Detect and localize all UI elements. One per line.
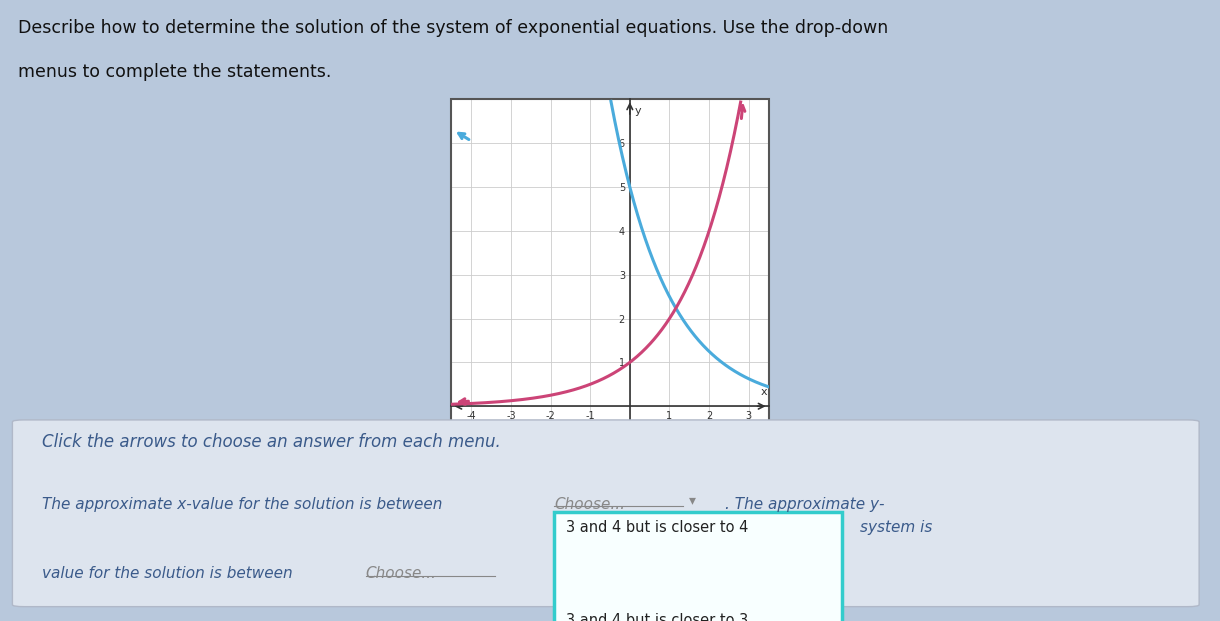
Text: Describe how to determine the solution of the system of exponential equations. U: Describe how to determine the solution o… bbox=[18, 19, 888, 37]
Text: y: y bbox=[634, 106, 642, 116]
Text: 3 and 4 but is closer to 3: 3 and 4 but is closer to 3 bbox=[566, 614, 748, 621]
Text: Click the arrows to choose an answer from each menu.: Click the arrows to choose an answer fro… bbox=[41, 433, 500, 451]
Text: x: x bbox=[761, 388, 767, 397]
FancyBboxPatch shape bbox=[12, 420, 1199, 607]
Text: Choose...: Choose... bbox=[366, 566, 437, 581]
Text: . The approximate y‑: . The approximate y‑ bbox=[725, 497, 884, 512]
FancyBboxPatch shape bbox=[554, 512, 842, 621]
Text: value for the solution is between: value for the solution is between bbox=[41, 566, 293, 581]
Bar bbox=[451, 99, 769, 472]
Text: Choose...: Choose... bbox=[554, 497, 625, 512]
Text: menus to complete the statements.: menus to complete the statements. bbox=[18, 63, 332, 81]
Text: system is: system is bbox=[860, 520, 932, 535]
Text: 3 and 4 but is closer to 4: 3 and 4 but is closer to 4 bbox=[566, 520, 748, 535]
Text: The approximate x‑value for the solution is between: The approximate x‑value for the solution… bbox=[41, 497, 442, 512]
Text: ▾: ▾ bbox=[689, 493, 697, 507]
